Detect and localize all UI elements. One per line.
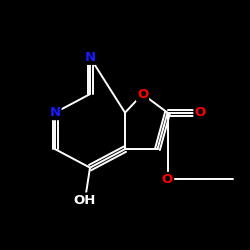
Text: O: O <box>162 173 173 186</box>
Text: OH: OH <box>74 194 96 206</box>
Text: O: O <box>194 106 205 119</box>
Text: N: N <box>50 106 60 119</box>
Text: N: N <box>84 51 96 64</box>
Text: O: O <box>137 88 148 101</box>
